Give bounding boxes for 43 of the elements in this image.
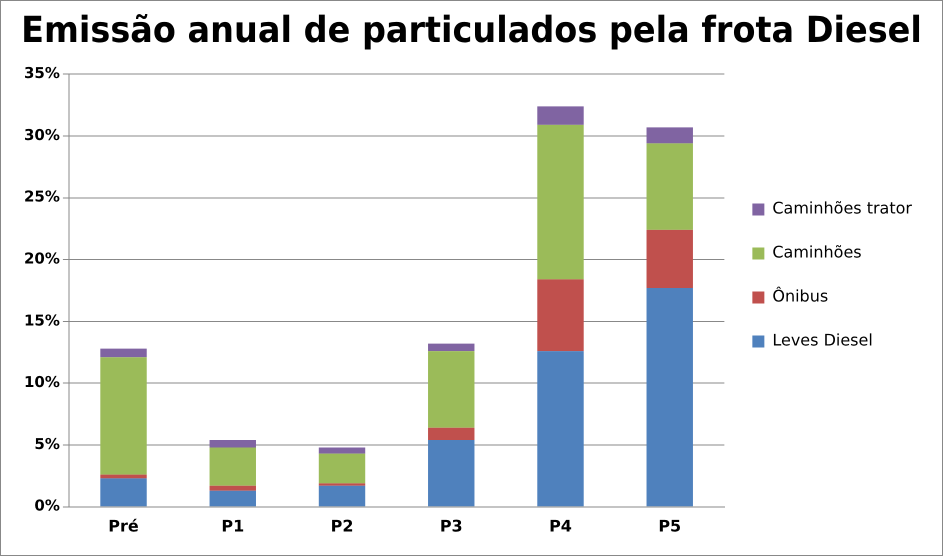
y-tick-label: 10% [24,373,60,392]
bar [428,351,474,428]
y-tick-label: 20% [24,249,60,268]
bar [210,440,256,448]
bar [646,143,693,230]
bar [537,351,584,506]
x-tick-label: P5 [658,516,682,536]
bar [646,127,693,144]
bar [318,486,366,506]
bar [100,474,147,478]
x-tick-label: P2 [330,516,354,536]
bar [646,230,693,288]
bar [100,348,147,358]
x-tick-label: P1 [221,516,244,536]
bar [100,478,147,506]
bar [318,483,366,486]
chart-title: Emissão anual de particulados pela frota Diesel [21,10,922,52]
legend-label: Leves Diesel [772,330,873,350]
bar [428,440,474,506]
x-tick-label: P3 [440,516,463,536]
bar [100,357,147,475]
bar [537,106,584,125]
legend-label: Caminhões trator [772,198,912,218]
x-tick-label: P4 [549,516,572,536]
legend-label: Ônibus [772,286,828,306]
bar [646,288,693,506]
bar [318,454,366,484]
bar [210,490,256,506]
y-tick-label: 0% [34,496,60,515]
y-tick-label: 5% [34,434,60,453]
bar [537,279,584,352]
bar [537,124,584,280]
bar [428,344,474,352]
y-tick-label: 15% [24,311,60,330]
y-tick-label: 25% [24,188,60,206]
bar [210,486,256,491]
y-tick-label: 35% [24,64,60,82]
y-tick-label: 30% [24,126,60,144]
bar [428,428,474,440]
legend-label: Caminhões [772,242,862,262]
bar [210,447,256,486]
bar [318,447,366,454]
x-tick-label: Pré [108,516,139,536]
